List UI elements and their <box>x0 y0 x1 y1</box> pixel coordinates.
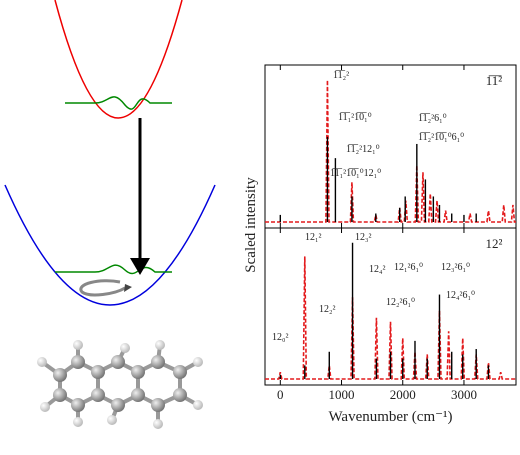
peak-label: 1̅1̅₂²12₁⁰ <box>346 144 380 155</box>
peak-label: 1̅1̅₂²6₁⁰ <box>418 113 447 124</box>
x-tick-label: 3000 <box>451 387 477 402</box>
y-axis-label: Scaled intensity <box>243 177 259 273</box>
peak-label: 12₄²6₁⁰ <box>446 290 475 301</box>
broadened-spectrum <box>265 80 516 223</box>
peak-label: 12₀² <box>272 332 288 343</box>
peak-label: 12₂² <box>319 304 335 315</box>
peak-label: 1̅1̅₂² <box>333 70 349 81</box>
peak-label: 12₃² <box>355 232 371 243</box>
x-axis-label: Wavenumber (cm⁻¹) <box>328 409 452 425</box>
peak-label: 12₁² <box>305 232 321 243</box>
panel-frame <box>264 227 517 386</box>
panel-label: 12² <box>486 236 503 251</box>
peak-label: 12₄² <box>369 264 385 275</box>
peak-label: 1̅1̅₁²1̅0̅₁⁰ <box>338 112 372 123</box>
x-tick-label: 2000 <box>390 387 416 402</box>
panel-frame <box>264 64 517 229</box>
potential-diagram <box>4 0 216 306</box>
peak-label: 12₃²6₁⁰ <box>441 262 470 273</box>
peak-label: 1̅1̅₂²1̅0̅₁⁰6₁⁰ <box>418 132 464 143</box>
molecule <box>37 340 203 429</box>
peak-label: 1̅1̅₁²1̅0̅₁⁰12₁⁰ <box>330 168 381 179</box>
panel-label: 1̅1̅² <box>486 73 503 88</box>
peak-label: 12₂²6₁⁰ <box>386 297 415 308</box>
x-tick-label: 1000 <box>329 387 355 402</box>
x-tick-label: 0 <box>277 387 284 402</box>
peak-label: 12₁²6₁⁰ <box>394 262 423 273</box>
